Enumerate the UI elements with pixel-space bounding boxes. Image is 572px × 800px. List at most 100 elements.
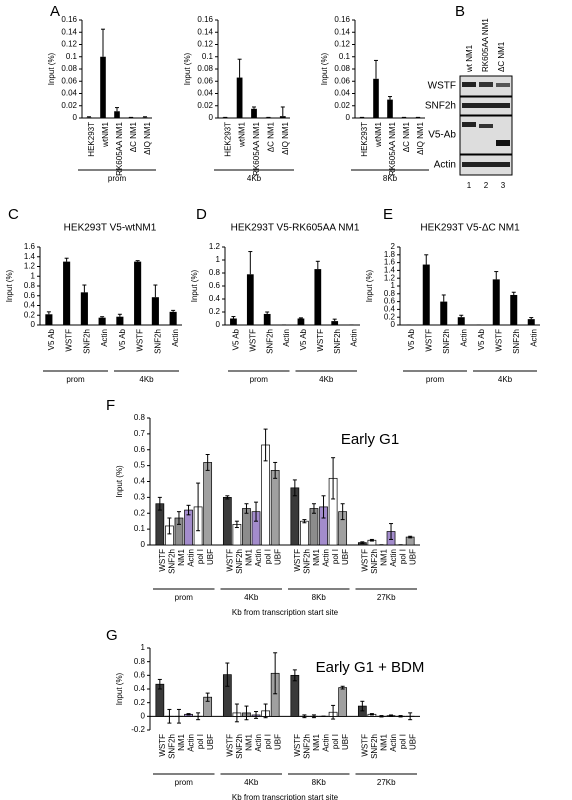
x-tick-label: pol I — [331, 734, 340, 749]
band — [462, 162, 510, 167]
x-tick-label: NM1 — [312, 548, 321, 565]
y-tick-label: 0.16 — [334, 15, 350, 24]
group-label: prom — [66, 375, 85, 384]
x-tick-label: HEK293T — [360, 122, 369, 157]
y-tick-label: 1.2 — [209, 242, 221, 251]
y-tick-label: 0.6 — [209, 281, 221, 290]
y-tick-label: 0.8 — [134, 413, 146, 422]
x-tick-label: WSTF — [158, 734, 167, 757]
y-tick-label: 0.08 — [334, 64, 350, 73]
x-tick-label: pol I — [331, 549, 340, 564]
x-tick-label: V5 Ab — [47, 328, 56, 350]
y-tick-label: 0 — [216, 320, 221, 329]
x-tick-label: Actin — [254, 549, 263, 567]
x-tick-label: Actin — [322, 549, 331, 567]
y-tick-label: 0.06 — [197, 76, 213, 85]
x-tick-label: SNF2h — [370, 734, 379, 759]
bar — [116, 316, 124, 325]
bar — [270, 470, 280, 546]
x-tick-label: WSTF — [293, 549, 302, 572]
y-tick-label: 1.8 — [384, 250, 396, 259]
y-tick-label: 0.1 — [339, 52, 351, 61]
lane-label: wt NM1 — [465, 44, 474, 73]
row-label: SNF2h — [425, 101, 456, 112]
x-tick-label: wtNM1 — [374, 121, 383, 147]
y-tick-label: 0.6 — [24, 291, 36, 300]
bar — [331, 321, 339, 325]
group-label: 4Kb — [139, 375, 154, 384]
y-tick-label: 1 — [141, 643, 146, 652]
bar — [242, 508, 251, 546]
y-tick-label: 0.06 — [334, 76, 350, 85]
y-axis-label: Input (%) — [183, 52, 192, 85]
bar — [290, 487, 300, 546]
bar — [422, 264, 430, 325]
y-tick-label: 0 — [209, 113, 214, 122]
group-label: prom — [108, 174, 127, 183]
y-tick-label: 0.6 — [134, 445, 146, 454]
x-tick-label: Actin — [389, 549, 398, 567]
x-tick-label: SNF2h — [370, 549, 379, 574]
y-tick-label: 0.08 — [61, 64, 77, 73]
y-tick-label: 0.8 — [209, 268, 221, 277]
y-tick-label: 0.4 — [209, 294, 221, 303]
y-tick-label: 1 — [31, 271, 36, 280]
lane-number: 3 — [501, 181, 506, 190]
band — [496, 83, 510, 87]
y-tick-label: 0 — [73, 113, 78, 122]
y-tick-label: 0 — [391, 320, 396, 329]
y-tick-label: 1.4 — [24, 252, 36, 261]
y-tick-label: 0.1 — [202, 52, 214, 61]
bar — [279, 116, 286, 118]
y-tick-label: 0.4 — [384, 305, 396, 314]
group-label: 27Kb — [377, 778, 396, 787]
lane-label: ΔC NM1 — [497, 41, 506, 72]
x-tick-label: RK605AA NM1 — [252, 121, 261, 175]
y-axis-label: Input (%) — [47, 52, 56, 85]
x-tick-label: NM1 — [245, 733, 254, 750]
bar — [338, 687, 348, 717]
y-tick-label: 0.12 — [61, 40, 77, 49]
band — [462, 122, 476, 127]
x-tick-label: WSTF — [494, 329, 503, 352]
bar — [290, 674, 300, 717]
panel-label: F — [106, 397, 115, 414]
x-tick-label: V5 Ab — [407, 328, 416, 350]
x-tick-label: WSTF — [424, 329, 433, 352]
bar — [300, 520, 309, 546]
x-tick-label: SNF2h — [442, 329, 451, 354]
y-tick-label: 0.16 — [197, 15, 213, 24]
x-tick-label: pol I — [264, 734, 273, 749]
x-tick-label: ΔC NM1 — [267, 121, 276, 152]
chart-title: HEK293T V5-wtNM1 — [64, 223, 157, 234]
x-tick-label: RK605AA NM1 — [388, 121, 397, 175]
row-label: V5-Ab — [428, 130, 456, 141]
bar — [457, 317, 465, 325]
group-label: prom — [426, 375, 445, 384]
x-tick-label: WSTF — [248, 329, 257, 352]
bar — [222, 497, 232, 546]
x-tick-label: WSTF — [293, 734, 302, 757]
y-tick-label: 0 — [141, 711, 146, 720]
group-label: 8Kb — [383, 174, 398, 183]
x-tick-label: SNF2h — [235, 549, 244, 574]
x-tick-label: Actin — [350, 329, 359, 347]
y-tick-label: 0.7 — [134, 429, 146, 438]
group-label: 4Kb — [247, 174, 262, 183]
group-label: 27Kb — [377, 593, 396, 602]
bar — [263, 313, 271, 325]
x-tick-label: pol I — [399, 734, 408, 749]
x-tick-label: UBF — [273, 734, 282, 750]
x-tick-label: UBF — [341, 549, 350, 565]
row-label: WSTF — [428, 81, 456, 92]
y-tick-label: 1 — [216, 255, 221, 264]
group-label: prom — [250, 375, 269, 384]
x-tick-label: NM1 — [177, 733, 186, 750]
y-tick-label: 0.4 — [134, 684, 146, 693]
x-tick-label: UBF — [341, 734, 350, 750]
x-tick-label: SNF2h — [512, 329, 521, 354]
x-tick-label: WSTF — [136, 329, 145, 352]
y-tick-label: 0 — [31, 320, 36, 329]
panel-label: C — [8, 206, 19, 223]
